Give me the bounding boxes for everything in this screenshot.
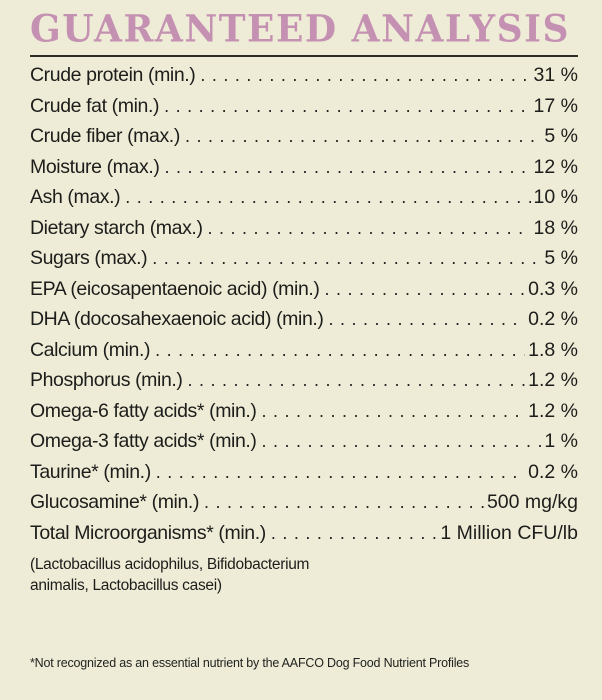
nutrient-label: Ash (max.) <box>30 186 121 208</box>
nutrient-label: DHA (docosahexaenoic acid) (min.) <box>30 308 324 330</box>
nutrient-table: Crude protein (min.) ...................… <box>30 64 578 552</box>
nutrient-value: 1.8 % <box>528 338 578 361</box>
dotted-leader: ........................................… <box>152 248 541 268</box>
table-row: EPA (eicosapentaenoic acid) (min.) .....… <box>30 278 578 309</box>
nutrient-label: Moisture (max.) <box>30 155 160 178</box>
nutrient-value: 5 % <box>544 247 578 269</box>
nutrient-label: Omega-6 fatty acids* (min.) <box>30 399 257 422</box>
nutrient-label: Crude fiber (max.) <box>30 125 180 147</box>
nutrient-label: Crude fat (min.) <box>30 94 160 117</box>
footnote: *Not recognized as an essential nutrient… <box>30 656 470 670</box>
dotted-leader: ........................................… <box>164 95 530 116</box>
microorganisms-note-line1: (Lactobacillus acidophilus, Bifidobacter… <box>30 556 310 573</box>
nutrient-label: Calcium (min.) <box>30 338 151 361</box>
nutrient-label: Taurine* (min.) <box>30 460 151 483</box>
nutrient-value: 10 % <box>533 186 578 208</box>
dotted-leader: ........................................… <box>261 431 542 451</box>
dotted-leader: ........................................… <box>270 522 438 543</box>
table-row: Phosphorus (min.) ......................… <box>30 369 578 400</box>
nutrient-label: Omega-3 fatty acids* (min.) <box>30 430 257 452</box>
nutrient-value: 1.2 % <box>528 399 578 422</box>
nutrient-value: 0.2 % <box>528 460 578 483</box>
table-row: Calcium (min.) .........................… <box>30 339 578 370</box>
microorganisms-note: (Lactobacillus acidophilus, Bifidobacter… <box>30 554 578 596</box>
table-row: Omega-3 fatty acids* (min.) ............… <box>30 430 578 461</box>
nutrient-value: 1.2 % <box>528 369 578 391</box>
nutrient-label: Phosphorus (min.) <box>30 369 183 391</box>
microorganisms-note-line2: animalis, Lactobacillus casei) <box>30 577 222 594</box>
nutrient-value: 12 % <box>533 155 578 178</box>
table-row: Glucosamine* (min.) ....................… <box>30 491 578 522</box>
nutrient-label: Total Microorganisms* (min.) <box>30 521 266 544</box>
dotted-leader: ........................................… <box>184 126 542 146</box>
nutrient-label: EPA (eicosapentaenoic acid) (min.) <box>30 277 320 300</box>
nutrient-value: 1 Million CFU/lb <box>440 521 578 544</box>
table-row: Dietary starch (max.) ..................… <box>30 217 578 248</box>
dotted-leader: ........................................… <box>200 65 530 85</box>
table-row: Moisture (max.) ........................… <box>30 156 578 187</box>
table-row: Crude fat (min.) .......................… <box>30 95 578 126</box>
nutrient-value: 1 % <box>544 430 578 452</box>
nutrient-value: 18 % <box>533 216 578 239</box>
nutrient-label: Dietary starch (max.) <box>30 216 203 239</box>
table-row: Total Microorganisms* (min.) ...........… <box>30 522 578 553</box>
title-underline <box>30 55 578 57</box>
dotted-leader: ........................................… <box>261 400 526 421</box>
dotted-leader: ........................................… <box>324 278 526 299</box>
page-title: GUARANTEED ANALYSIS <box>30 6 570 51</box>
dotted-leader: ........................................… <box>164 156 530 177</box>
nutrient-value: 17 % <box>533 94 578 117</box>
table-row: DHA (docosahexaenoic acid) (min.) ......… <box>30 308 578 339</box>
dotted-leader: ........................................… <box>328 309 526 329</box>
nutrient-value: 0.2 % <box>528 308 578 330</box>
dotted-leader: ........................................… <box>125 187 530 207</box>
nutrient-value: 31 % <box>533 64 578 86</box>
dotted-leader: ........................................… <box>207 217 531 238</box>
table-row: Taurine* (min.) ........................… <box>30 461 578 492</box>
nutrient-label: Sugars (max.) <box>30 247 148 269</box>
table-row: Ash (max.) .............................… <box>30 186 578 217</box>
table-row: Crude protein (min.) ...................… <box>30 64 578 95</box>
dotted-leader: ........................................… <box>204 492 484 512</box>
nutrient-value: 0.3 % <box>528 277 578 300</box>
nutrient-value: 5 % <box>544 125 578 147</box>
dotted-leader: ........................................… <box>187 370 526 390</box>
nutrient-label: Crude protein (min.) <box>30 64 196 86</box>
table-row: Crude fiber (max.) .....................… <box>30 125 578 156</box>
dotted-leader: ........................................… <box>155 339 526 360</box>
nutrient-value: 500 mg/kg <box>486 491 578 513</box>
table-row: Sugars (max.) ..........................… <box>30 247 578 278</box>
nutrient-label: Glucosamine* (min.) <box>30 491 200 513</box>
table-row: Omega-6 fatty acids* (min.) ............… <box>30 400 578 431</box>
dotted-leader: ........................................… <box>155 461 526 482</box>
